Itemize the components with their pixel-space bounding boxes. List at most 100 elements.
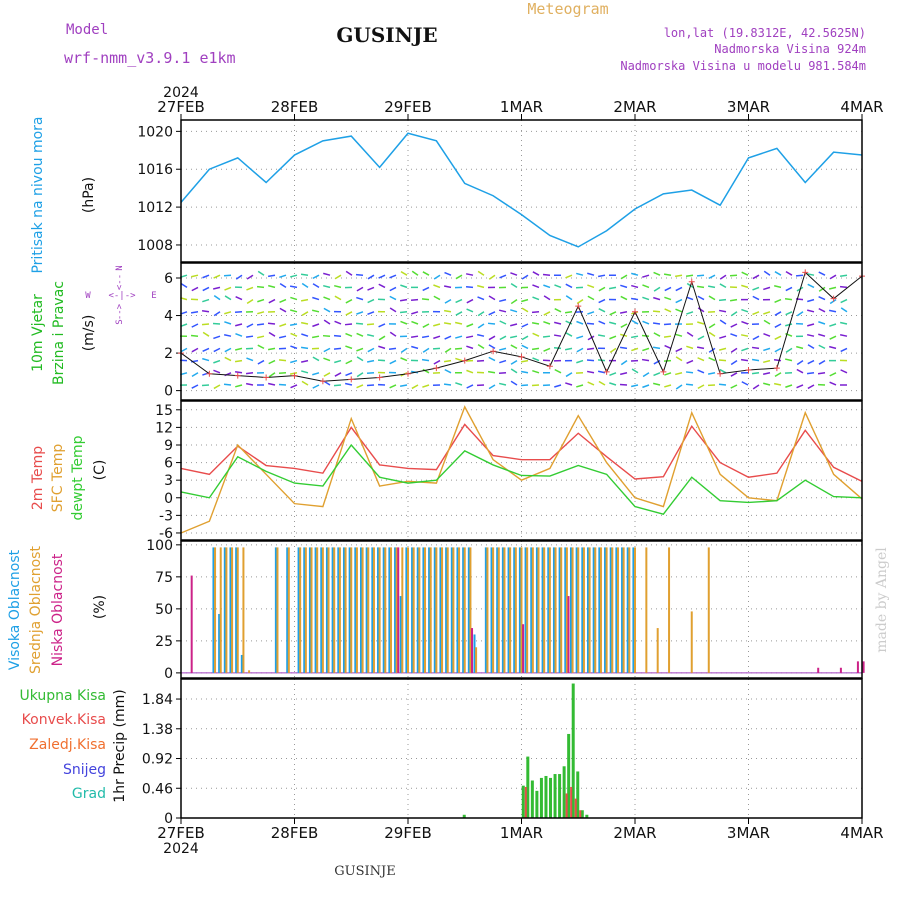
wind-arrow: [488, 311, 496, 316]
cloud-bar: [530, 547, 533, 673]
wind-arrow: [488, 384, 496, 390]
y-tick-label: 0: [164, 384, 173, 400]
wind-arrow: [840, 298, 848, 304]
wind-arrow: [224, 356, 232, 362]
x-tick-label-top: 28FEB: [271, 98, 318, 116]
wind-arrow: [235, 296, 243, 301]
wind-arrow: [686, 311, 694, 315]
wind-arrow: [334, 295, 342, 301]
wind-arrow: [807, 283, 815, 289]
wind-arrow: [740, 334, 749, 337]
wind-arrow: [268, 372, 276, 378]
wind-arrow: [224, 311, 232, 315]
cloud-bar: [397, 547, 400, 673]
wind-arrow: [400, 271, 408, 276]
wind-gust-marker: [348, 376, 355, 383]
temp-label-2: SFC Temp: [50, 444, 66, 513]
wind-arrow: [763, 347, 771, 352]
wind-arrow: [741, 320, 749, 325]
cloud-bar: [446, 547, 449, 673]
cloud-bar: [862, 661, 865, 673]
cloud-bar: [219, 547, 222, 673]
wind-arrow: [620, 323, 628, 328]
wind-arrow: [355, 273, 364, 276]
cloud-bar: [645, 547, 648, 673]
x-tick-label-bottom: 2MAR: [613, 824, 656, 842]
wind-arrow: [367, 298, 375, 304]
wind-arrow: [708, 274, 716, 280]
cloud-bar: [554, 547, 557, 673]
cloud-bar: [367, 547, 370, 673]
cloud-bar: [411, 547, 414, 673]
cloud-bar: [276, 547, 279, 673]
wind-arrow: [642, 320, 650, 325]
wind-arrow: [466, 345, 474, 350]
legend-frz-rain: Zaledj.Kisa: [29, 737, 106, 753]
cloud-bar: [236, 547, 239, 673]
wind-arrow: [389, 295, 397, 301]
wind-arrow: [565, 382, 573, 386]
y-tick-label: 2: [164, 346, 173, 362]
wind-arrow: [477, 270, 485, 276]
y-tick-label: 12: [155, 420, 173, 436]
wind-arrow: [510, 282, 518, 289]
wind-arrow: [565, 320, 573, 325]
wind-arrow: [829, 286, 837, 290]
wind-arrow: [191, 323, 199, 328]
x-tick-label-bottom: 3MAR: [727, 824, 770, 842]
wind-arrow: [334, 372, 342, 377]
wind-arrow: [213, 347, 221, 353]
wind-arrow: [487, 370, 496, 374]
year-label-top: 2024: [163, 85, 199, 101]
wind-arrow: [278, 383, 287, 386]
wind-arrow: [630, 297, 639, 301]
wind-arrow: [631, 319, 639, 325]
cloud-bar: [225, 547, 228, 673]
y-tick-label: -3: [159, 508, 173, 524]
cloud-bar: [310, 547, 313, 673]
wind-arrow: [290, 296, 298, 301]
wind-arrow: [213, 335, 221, 340]
cloud-bar: [212, 547, 215, 673]
precip-bar: [571, 683, 575, 818]
precip-legend: Ukupna Kisa Konvek.Kisa Zaledj.Kisa Snij…: [19, 688, 106, 802]
cloud-bar: [615, 547, 618, 673]
wind-arrow: [202, 331, 210, 337]
cloud-bar: [320, 547, 323, 673]
wind-arrow: [576, 384, 584, 388]
wind-arrow: [774, 311, 782, 316]
wind-arrow: [631, 272, 639, 276]
wind-arrow: [223, 333, 232, 337]
cloud-bar: [587, 547, 589, 673]
compass-arrow-down: -->: [115, 303, 125, 320]
wind-arrow: [378, 345, 386, 350]
wind-arrow: [455, 321, 463, 325]
wind-arrow: [719, 283, 727, 289]
wind-arrow: [543, 347, 551, 352]
temp-line-1: [180, 423, 863, 482]
wind-arrow: [344, 382, 353, 386]
wind-arrow: [641, 334, 650, 337]
wind-arrow: [752, 295, 760, 301]
wind-arrow: [565, 274, 573, 279]
wind-arrow: [653, 332, 661, 337]
wind-arrow: [752, 286, 760, 291]
wind-arrow: [685, 383, 694, 386]
wind-arrow: [477, 296, 485, 301]
wind-arrow: [323, 296, 331, 301]
cloud-bar: [473, 634, 476, 673]
wind-arrow: [367, 274, 375, 280]
wind-arrow: [784, 298, 793, 301]
wind-arrow: [686, 345, 694, 350]
wind-arrow: [564, 347, 573, 351]
wind-arrow: [421, 335, 430, 339]
wind-arrow: [235, 333, 243, 337]
cloud-bar: [303, 547, 306, 673]
precip-bar: [576, 771, 580, 818]
wind-arrow: [345, 332, 353, 337]
wind-arrow: [829, 381, 837, 386]
wind-arrow: [191, 286, 199, 292]
cloud-bar: [458, 547, 461, 673]
wind-arrow: [290, 309, 298, 313]
cloud-bar: [492, 547, 495, 673]
